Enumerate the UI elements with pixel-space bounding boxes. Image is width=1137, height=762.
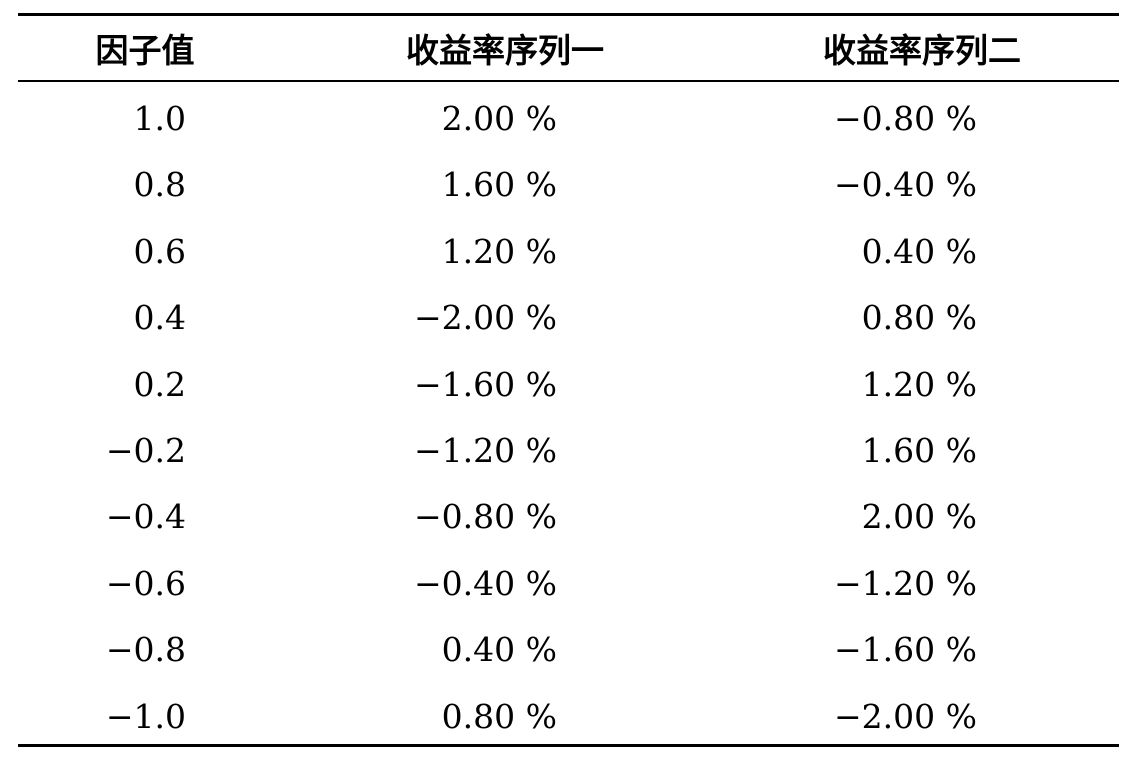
return-series-1-cell: 1.60 % xyxy=(441,165,557,205)
factor-value-cell: −1.0 xyxy=(105,696,186,736)
factor-value-cell: 0.8 xyxy=(133,165,186,205)
factor-value-cell: −0.2 xyxy=(105,431,186,470)
return-series-1-cell: 2.00 % xyxy=(441,99,557,138)
return-series-2-cell: −0.40 % xyxy=(834,165,977,205)
return-series-2-cell: 1.20 % xyxy=(861,364,977,404)
factor-value-cell: 1.0 xyxy=(133,99,186,138)
column-header-return-series-2: 收益率序列二 xyxy=(823,31,1021,70)
return-series-2-cell: 2.00 % xyxy=(861,497,977,537)
return-series-1-cell: −2.00 % xyxy=(414,298,557,338)
factor-value-cell: −0.8 xyxy=(105,630,186,670)
column-header-return-series-1: 收益率序列一 xyxy=(406,31,604,70)
return-series-1-cell: 1.20 % xyxy=(441,231,557,271)
return-series-2-cell: 0.80 % xyxy=(861,298,977,338)
return-series-2-cell: −2.00 % xyxy=(834,696,977,736)
return-series-2-cell: −0.80 % xyxy=(834,99,977,138)
factor-value-cell: −0.6 xyxy=(105,563,186,603)
return-series-1-cell: −1.60 % xyxy=(414,364,557,404)
table-header-rule xyxy=(18,80,1119,82)
return-series-1-cell: 0.80 % xyxy=(441,696,557,736)
return-series-1-cell: −0.80 % xyxy=(414,497,557,537)
return-series-2-cell: 0.40 % xyxy=(861,231,977,271)
factor-value-cell: 0.4 xyxy=(133,298,186,338)
factor-value-cell: −0.4 xyxy=(105,497,186,537)
table-top-rule xyxy=(18,13,1119,16)
return-series-2-cell: 1.60 % xyxy=(861,431,977,470)
return-series-2-cell: −1.60 % xyxy=(834,630,977,670)
factor-value-cell: 0.6 xyxy=(133,231,186,271)
return-series-1-cell: 0.40 % xyxy=(441,630,557,670)
return-series-2-cell: −1.20 % xyxy=(834,563,977,603)
return-series-1-cell: −0.40 % xyxy=(414,563,557,603)
return-series-1-cell: −1.20 % xyxy=(414,431,557,470)
table-bottom-rule xyxy=(18,744,1119,747)
factor-value-cell: 0.2 xyxy=(133,364,186,404)
column-header-factor-value: 因子值 xyxy=(95,31,195,70)
